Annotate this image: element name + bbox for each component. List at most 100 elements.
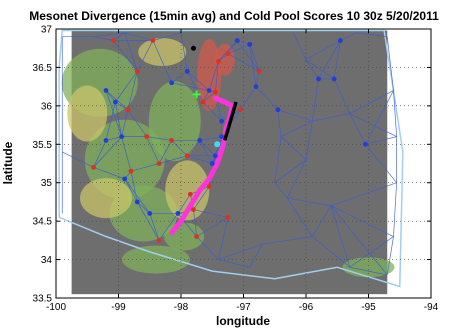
- mesh-edge-38: [171, 140, 188, 157]
- series-1-point-15: [184, 68, 190, 74]
- mesh-edge-90: [349, 113, 366, 145]
- mesh-edge-48: [177, 194, 191, 214]
- x-tick-label-3: -97: [236, 302, 251, 313]
- mesh-edge-57: [93, 136, 122, 168]
- x-tick-label-5: -95: [361, 302, 376, 313]
- series-1-point-10: [275, 107, 281, 113]
- mesh-edge-101: [180, 32, 188, 72]
- cold-pool-track: [169, 45, 238, 236]
- mesh-edge-4: [136, 40, 154, 72]
- mesh-edge-77: [199, 136, 222, 141]
- mesh-edge-10: [152, 40, 172, 83]
- mesh-edge-115: [349, 113, 397, 137]
- station-points: [91, 38, 368, 243]
- mesh-edge-53: [193, 209, 197, 237]
- mesh-edge-34: [130, 163, 160, 172]
- mesh-edge-62: [136, 201, 160, 241]
- series-1-point-23: [197, 138, 203, 143]
- y-tick-label-7: 37: [41, 25, 53, 36]
- series-0-point-7: [125, 107, 131, 113]
- series-1-point-13: [209, 161, 215, 166]
- mesh-edge-40: [186, 140, 201, 157]
- mesh-edge-96: [137, 201, 150, 214]
- x-tick-label-4: -96: [299, 302, 314, 313]
- cold-pool-line: [169, 95, 235, 236]
- mesh-edge-80: [249, 44, 257, 87]
- mesh-edge-89: [305, 40, 341, 61]
- mesh-edge-122: [330, 205, 388, 276]
- mesh-edge-139: [274, 136, 282, 183]
- series-0-point-16: [191, 207, 196, 213]
- mesh-edge-123: [312, 236, 350, 268]
- mesh-edge-36: [158, 140, 172, 164]
- series-1-point-2: [169, 80, 175, 86]
- mesh-edge-82: [305, 59, 319, 80]
- mesh-edge-110: [355, 32, 388, 38]
- mesh-edge-66: [227, 40, 238, 54]
- mesh-edge-35: [121, 136, 132, 172]
- series-1-point-0: [103, 88, 109, 93]
- mesh-edge-41: [187, 155, 213, 164]
- x-axis-label: longitude: [216, 314, 270, 328]
- radar-echo-7: [214, 43, 235, 76]
- mesh-edge-70: [105, 136, 122, 141]
- mesh-edge-68: [105, 90, 116, 103]
- series-0-point-10: [156, 161, 162, 166]
- mesh-edge-93: [365, 90, 394, 145]
- y-tick-label-0: 33.5: [33, 294, 53, 305]
- black-segment-line: [223, 101, 238, 141]
- mesh-edge-23: [236, 40, 260, 72]
- mesh-edge-9: [152, 32, 182, 41]
- series-0-point-9: [128, 168, 134, 174]
- series-1-point-22: [247, 41, 253, 47]
- mesh-edge-109: [293, 32, 307, 60]
- mesh-edge-121: [349, 266, 388, 276]
- y-tick-label-5: 36: [41, 101, 53, 112]
- series-1-point-9: [362, 141, 368, 147]
- mesh-edge-102: [105, 101, 116, 141]
- series-1-point-11: [147, 211, 153, 216]
- series-0-point-17: [91, 164, 96, 170]
- series-1-point-6: [316, 76, 321, 82]
- series-1-point-4: [219, 134, 225, 140]
- mesh-edge-25: [115, 101, 129, 110]
- mesh-edge-27: [105, 90, 129, 110]
- mesonet-mesh: [61, 32, 397, 276]
- mesh-edge-83: [311, 78, 319, 122]
- mesh-edge-37: [159, 155, 188, 164]
- mesh-edge-8: [124, 32, 153, 41]
- y-tick-label-1: 34: [41, 255, 53, 266]
- chart-title: Mesonet Divergence (15min avg) and Cold …: [29, 9, 439, 23]
- series-1-point-14: [219, 118, 225, 124]
- x-tick-label-0: -100: [46, 302, 66, 313]
- mesh-edge-67: [227, 44, 250, 54]
- series-1-point-21: [134, 199, 140, 205]
- mesh-edge-73: [171, 82, 210, 91]
- mesh-edge-103: [124, 178, 138, 203]
- x-tick-label-6: -94: [424, 302, 439, 313]
- mesh-edge-85: [333, 40, 341, 80]
- axis-ticks: -100 -99 -98 -97 -96 -95 -94 33.5 34 34.5 35 35.5 36…: [33, 25, 439, 314]
- mesh-edge-130: [287, 197, 332, 207]
- mesh-edge-14: [208, 61, 219, 91]
- mesh-edge-28: [127, 109, 147, 137]
- series-0-point-3: [216, 58, 221, 64]
- mesh-edge-105: [199, 140, 216, 157]
- mesh-edge-125: [311, 205, 332, 237]
- series-0-point-4: [212, 89, 218, 95]
- series-1-point-19: [112, 99, 118, 105]
- series-0-point-8: [144, 134, 150, 140]
- series-0-point-12: [184, 153, 190, 159]
- mesh-edge-51: [218, 217, 229, 260]
- series-1-point-12: [175, 211, 181, 216]
- mesh-edge-60: [149, 213, 160, 241]
- mesh-edge-86: [333, 78, 351, 114]
- black-marker: [191, 45, 196, 51]
- grid: [56, 29, 431, 298]
- mesh-edge-131: [280, 136, 307, 160]
- x-tick-label-2: -98: [174, 302, 189, 313]
- mesh-edge-49: [193, 209, 228, 218]
- mesh-edge-100: [199, 140, 213, 164]
- series-0-point-5: [237, 107, 243, 113]
- mesh-edge-134: [249, 244, 263, 268]
